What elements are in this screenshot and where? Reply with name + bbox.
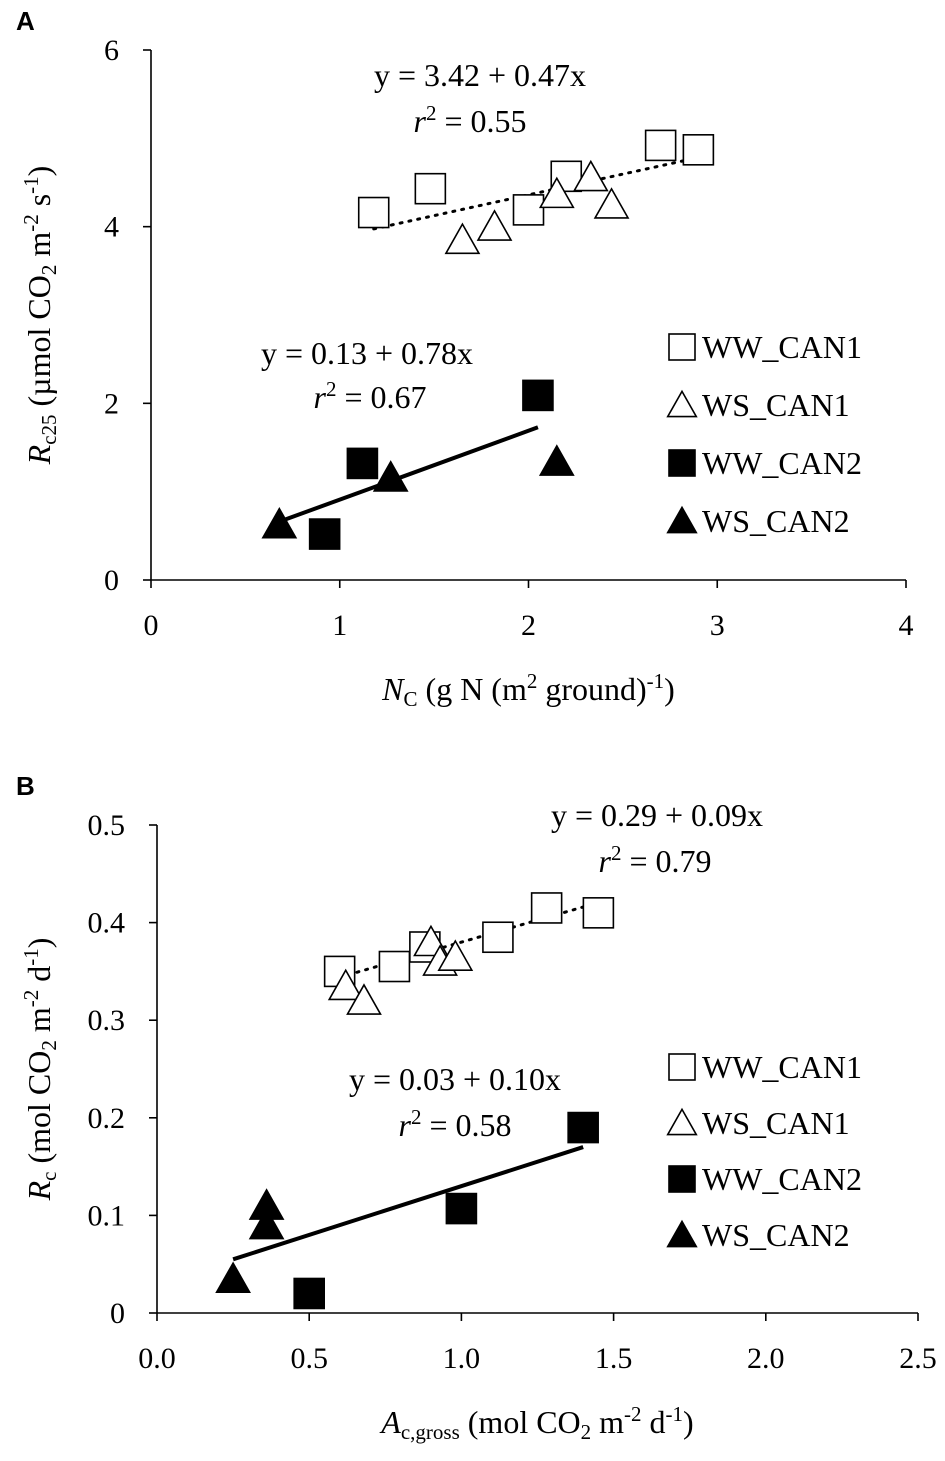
y-tick-label: 6 (104, 34, 119, 67)
y-axis-title: Rc25 (µmol CO2 m-2 s-1) (19, 166, 61, 466)
data-point-ws-can1 (346, 983, 382, 1015)
legend-label: WW_CAN2 (702, 445, 862, 481)
data-point-ws-can1 (538, 176, 575, 209)
x-axis-title: Ac,gross (mol CO2 m-2 d-1) (379, 1402, 693, 1444)
legend-marker (666, 1219, 698, 1248)
data-point-ws-can2 (538, 444, 575, 476)
panel-a-marks: 0 2 4 6 0 1 2 3 4 NC (g N (m2 ground)-1) Rc25 (µmo… (19, 34, 914, 711)
legend-label: WS_CAN1 (702, 1105, 850, 1141)
x-tick-label: 3 (710, 609, 725, 642)
x-tick-label: 2 (521, 609, 536, 642)
x-tick-label: 1 (332, 609, 347, 642)
fit-line-solid (232, 1145, 584, 1262)
panel-label-b: B (16, 771, 35, 801)
legend-marker (666, 389, 698, 418)
data-point-ww-can2 (346, 447, 379, 480)
legend-marker (668, 333, 696, 361)
data-point-ws-can1 (437, 939, 474, 971)
x-tick-label: 0.0 (138, 1342, 176, 1375)
fit-equation: y = 0.13 + 0.78x (261, 335, 473, 371)
x-axis-title: NC (g N (m2 ground)-1) (381, 669, 675, 711)
fit-r-squared: r2 = 0.79 (599, 841, 712, 879)
fit-equation: y = 0.29 + 0.09x (551, 797, 763, 833)
data-point-ww-can1 (414, 172, 447, 205)
fit-equation: y = 0.03 + 0.10x (349, 1061, 561, 1097)
y-tick-label: 4 (104, 211, 119, 244)
data-point-ww-can2 (293, 1277, 326, 1310)
y-tick-label: 2 (104, 387, 119, 420)
x-tick-label: 1.0 (443, 1342, 481, 1375)
legend-label: WW_CAN2 (702, 1161, 862, 1197)
data-point-ww-can1 (482, 921, 514, 954)
data-point-ww-can1 (512, 194, 545, 226)
data-point-ws-can2 (261, 506, 298, 539)
panel-b-marks: 0 0.1 0.2 0.3 0.4 0.5 0.0 0.5 1.0 1.5 2.0 2.5 Ac,gro… (19, 797, 937, 1444)
data-point-ww-can1 (357, 196, 390, 229)
data-point-ww-can2 (308, 518, 341, 550)
data-point-ws-can1 (444, 222, 481, 255)
fit-r-squared: r2 = 0.67 (314, 377, 427, 415)
panel-a: A 0 2 4 6 0 1 2 3 4 NC (g N (m2 ground)-1) Rc25 (µ… (16, 6, 914, 711)
y-tick-label: 0.5 (88, 809, 126, 842)
y-tick-label: 0 (110, 1297, 125, 1330)
data-point-ww-can1 (682, 134, 715, 166)
y-tick-label: 0.1 (88, 1199, 126, 1232)
fit-line-dotted (372, 156, 700, 231)
data-point-ws-can2 (248, 1188, 285, 1220)
legend-label: WW_CAN1 (702, 329, 862, 365)
x-tick-label: 2.5 (899, 1342, 937, 1375)
x-tick-label: 1.5 (595, 1342, 633, 1375)
y-tick-label: 0.2 (88, 1102, 126, 1135)
legend-label: WW_CAN1 (702, 1049, 862, 1085)
x-tick-label: 0.5 (290, 1342, 328, 1375)
legend-marker (668, 1053, 696, 1081)
legend-label: WS_CAN2 (702, 503, 850, 539)
x-tick-label: 0 (144, 609, 159, 642)
data-point-ws-can2 (215, 1261, 251, 1294)
data-point-ws-can1 (476, 209, 513, 241)
panel-label-a: A (16, 6, 35, 36)
data-point-ww-can1 (582, 897, 615, 929)
y-tick-label: 0 (104, 564, 119, 597)
data-point-ws-can1 (572, 159, 609, 192)
fit-r-squared: r2 = 0.55 (414, 101, 527, 139)
data-point-ww-can1 (530, 892, 563, 924)
data-point-ws-can2 (248, 1207, 285, 1240)
data-point-ww-can2 (567, 1111, 599, 1144)
panel-b: B 0 0.1 0.2 0.3 0.4 0.5 0.0 0.5 1.0 1.5 2.0 2.5 Ac,g… (16, 771, 937, 1444)
data-point-ws-can1 (593, 187, 630, 219)
legend-label: WS_CAN1 (702, 387, 850, 423)
fit-equation: y = 3.42 + 0.47x (374, 57, 586, 93)
x-tick-label: 4 (899, 609, 914, 642)
legend-label: WS_CAN2 (702, 1217, 850, 1253)
legend-marker (668, 449, 696, 477)
fit-line-solid (278, 425, 539, 524)
data-point-ww-can1 (644, 129, 677, 162)
legend-marker (666, 1107, 698, 1136)
legend-marker (668, 1165, 696, 1193)
data-point-ww-can2 (522, 379, 554, 412)
y-tick-label: 0.4 (88, 907, 126, 940)
data-point-ww-can1 (378, 950, 411, 983)
data-point-ww-can2 (445, 1192, 478, 1225)
x-tick-label: 2.0 (747, 1342, 785, 1375)
legend-marker (666, 505, 698, 534)
y-tick-label: 0.3 (88, 1004, 126, 1037)
y-axis-title: Rc (mol CO2 m-2 d-1) (19, 938, 61, 1202)
data-point-ws-can2 (372, 460, 409, 492)
fit-r-squared: r2 = 0.58 (399, 1105, 512, 1143)
data-point-ws-can1 (327, 968, 364, 1001)
